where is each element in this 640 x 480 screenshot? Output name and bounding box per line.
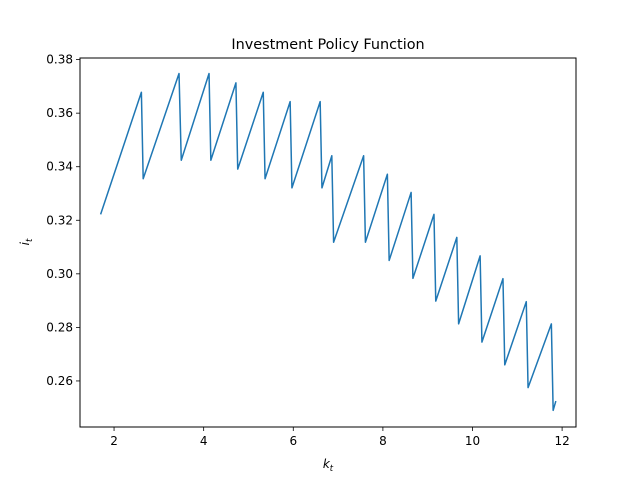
y-tick-label: 0.34: [46, 160, 73, 174]
y-tick-label: 0.32: [46, 213, 73, 227]
x-tick-label: 4: [200, 434, 208, 448]
x-axis: 2 4 6 8 10 12: [110, 427, 570, 448]
plot-frame: [79, 57, 577, 428]
y-axis-label: it: [18, 238, 35, 245]
x-tick-label: 6: [289, 434, 297, 448]
series-line-0: [99, 72, 557, 412]
x-axis-label: kt: [323, 457, 334, 474]
y-tick-label: 0.28: [46, 320, 73, 334]
y-tick-label: 0.26: [46, 374, 73, 388]
y-axis: 0.26 0.28 0.30 0.32 0.34 0.36 0.38: [46, 53, 80, 388]
x-tick-label: 12: [554, 434, 569, 448]
y-tick-label: 0.30: [46, 267, 73, 281]
x-tick-label: 8: [379, 434, 387, 448]
x-tick-label: 10: [465, 434, 480, 448]
chart-title: Investment Policy Function: [231, 37, 424, 53]
x-tick-label: 2: [110, 434, 118, 448]
series-line-group: [99, 72, 557, 412]
y-tick-label: 0.36: [46, 106, 73, 120]
y-tick-label: 0.38: [46, 53, 73, 67]
